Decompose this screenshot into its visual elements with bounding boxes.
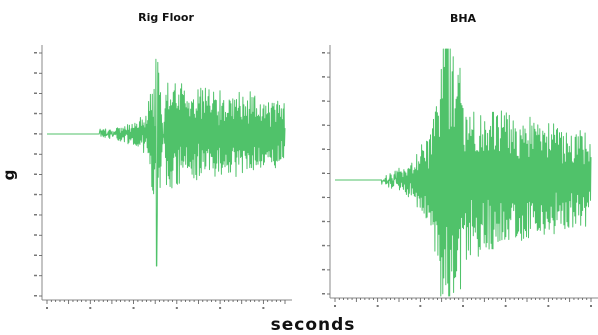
y-tick-mark: [34, 153, 37, 155]
y-tick-mark: [34, 72, 37, 74]
panel-title-bha: BHA: [450, 12, 477, 25]
y-tick-mark: [322, 172, 325, 174]
x-axis-ticks: [46, 300, 286, 309]
y-tick-mark: [322, 52, 325, 54]
y-tick-mark: [34, 92, 37, 94]
x-tick-mark: [419, 305, 422, 307]
y-tick-mark: [34, 295, 37, 297]
x-tick-mark: [462, 305, 464, 307]
x-tick-mark: [547, 305, 550, 307]
x-tick-mark: [46, 307, 48, 309]
y-tick-mark: [322, 268, 325, 271]
y-tick-mark: [34, 274, 37, 277]
x-tick-mark: [376, 305, 379, 307]
y-axis-label: g: [0, 170, 18, 181]
y-tick-mark: [34, 193, 37, 196]
y-tick-mark: [34, 52, 37, 54]
x-tick-mark: [262, 307, 265, 309]
x-tick-mark: [334, 305, 336, 307]
x-tick-mark: [175, 307, 178, 309]
y-axis-ticks: [322, 52, 330, 295]
x-tick-mark: [590, 305, 592, 307]
y-tick-mark: [34, 133, 37, 135]
panel-title-rig-floor: Rig Floor: [138, 11, 194, 24]
x-tick-mark: [132, 307, 135, 309]
y-axis-ticks: [34, 52, 42, 297]
signal-trace-rig-floor: [47, 58, 286, 267]
y-tick-mark: [322, 76, 325, 78]
y-tick-mark: [34, 254, 37, 256]
y-tick-mark: [34, 173, 37, 175]
y-tick-mark: [34, 234, 37, 236]
x-axis-label: seconds: [271, 315, 356, 335]
signal-trace-bha: [335, 48, 592, 297]
y-tick-mark: [322, 244, 325, 247]
y-tick-mark: [322, 220, 325, 223]
y-tick-mark: [322, 148, 325, 150]
y-tick-mark: [34, 214, 37, 216]
x-tick-mark: [504, 305, 507, 307]
panel-bha: BHA: [322, 12, 598, 307]
x-tick-mark: [89, 307, 92, 309]
y-tick-mark: [322, 124, 325, 126]
y-tick-mark: [322, 293, 325, 295]
y-tick-mark: [322, 100, 325, 102]
y-tick-mark: [322, 196, 325, 199]
x-tick-mark: [219, 307, 222, 309]
panel-rig-floor: Rig Floor: [34, 11, 292, 309]
y-tick-mark: [34, 112, 37, 115]
x-axis-ticks: [334, 298, 592, 307]
